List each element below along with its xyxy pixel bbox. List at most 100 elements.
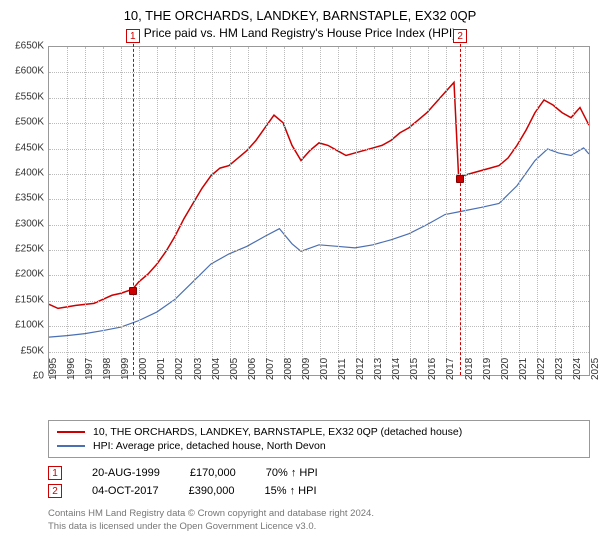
x-tick: 2001 [156,358,167,380]
y-tick: £450K [15,142,44,153]
gridline-v [175,47,176,375]
y-tick: £50K [21,345,44,356]
y-tick: £350K [15,193,44,204]
gridline-v [483,47,484,375]
gridline-v [338,47,339,375]
x-tick: 2002 [174,358,185,380]
gridline-h [49,123,589,124]
gridline-h [49,149,589,150]
footer-line: Contains HM Land Registry data © Crown c… [48,508,590,521]
gridline-v [392,47,393,375]
gridline-v [85,47,86,375]
footer: Contains HM Land Registry data © Crown c… [48,508,590,534]
event-date: 20-AUG-1999 [92,467,160,479]
x-tick: 2004 [211,358,222,380]
gridline-v [320,47,321,375]
x-tick: 2021 [518,358,529,380]
x-tick: 2025 [590,358,600,380]
series-line-hpi [49,148,589,337]
footer-line: This data is licensed under the Open Gov… [48,521,590,534]
y-tick: £600K [15,66,44,77]
event-delta: 70% ↑ HPI [266,467,318,479]
event-delta: 15% ↑ HPI [265,485,317,497]
event-row: 2 04-OCT-2017 £390,000 15% ↑ HPI [48,482,590,500]
y-tick: £150K [15,294,44,305]
legend-item-price-paid: 10, THE ORCHARDS, LANDKEY, BARNSTAPLE, E… [57,425,581,439]
gridline-v [465,47,466,375]
x-tick: 1999 [120,358,131,380]
gridline-v [537,47,538,375]
y-tick: £400K [15,167,44,178]
x-tick: 2005 [229,358,240,380]
event-marker [129,287,137,295]
x-tick: 2006 [247,358,258,380]
x-tick: 1995 [48,358,59,380]
x-tick: 2019 [482,358,493,380]
gridline-v [446,47,447,375]
x-tick: 2015 [409,358,420,380]
event-list: 1 20-AUG-1999 £170,000 70% ↑ HPI 2 04-OC… [48,464,590,500]
gridline-v [266,47,267,375]
event-price: £170,000 [190,467,236,479]
event-marker-icon: 2 [48,484,62,498]
gridline-v [212,47,213,375]
gridline-v [428,47,429,375]
x-tick: 2013 [373,358,384,380]
gridline-v [302,47,303,375]
gridline-v [248,47,249,375]
x-tick: 2000 [138,358,149,380]
gridline-h [49,72,589,73]
x-tick: 1997 [84,358,95,380]
event-box-icon: 2 [453,29,467,43]
gridline-v [374,47,375,375]
event-marker [456,175,464,183]
legend-label: HPI: Average price, detached house, Nort… [93,440,326,452]
plot-area: £0 £50K £100K £150K £200K £250K £300K £350K £400… [0,46,600,416]
legend-swatch [57,431,85,433]
gridline-v [194,47,195,375]
event-box-icon: 1 [126,29,140,43]
gridline-h [49,275,589,276]
x-tick: 2018 [464,358,475,380]
y-tick: £650K [15,41,44,52]
event-row: 1 20-AUG-1999 £170,000 70% ↑ HPI [48,464,590,482]
x-tick: 2009 [301,358,312,380]
gridline-v [519,47,520,375]
event-marker-icon: 1 [48,466,62,480]
plot: 12 [48,46,590,376]
event-line [133,29,134,375]
legend-item-hpi: HPI: Average price, detached house, Nort… [57,439,581,453]
gridline-h [49,199,589,200]
x-tick: 2023 [554,358,565,380]
gridline-v [139,47,140,375]
chart-title: 10, THE ORCHARDS, LANDKEY, BARNSTAPLE, E… [0,0,600,23]
gridline-v [410,47,411,375]
x-tick: 2011 [337,358,348,380]
gridline-h [49,225,589,226]
gridline-v [501,47,502,375]
x-tick: 2014 [391,358,402,380]
y-tick: £250K [15,244,44,255]
gridline-h [49,301,589,302]
event-line [460,29,461,375]
gridline-v [230,47,231,375]
y-tick: £0 [33,371,44,382]
x-tick: 2003 [193,358,204,380]
y-tick: £100K [15,320,44,331]
y-tick: £200K [15,269,44,280]
y-tick: £300K [15,218,44,229]
gridline-h [49,352,589,353]
gridline-v [103,47,104,375]
x-tick: 2020 [500,358,511,380]
x-tick: 2017 [445,358,456,380]
gridline-v [284,47,285,375]
x-tick: 2010 [319,358,330,380]
x-tick: 2007 [265,358,276,380]
x-tick: 1996 [66,358,77,380]
y-axis: £0£50K£100K£150K£200K£250K£300K£350K£400… [0,46,48,376]
gridline-v [121,47,122,375]
gridline-h [49,250,589,251]
legend-label: 10, THE ORCHARDS, LANDKEY, BARNSTAPLE, E… [93,426,462,438]
gridline-h [49,98,589,99]
x-tick: 1998 [102,358,113,380]
